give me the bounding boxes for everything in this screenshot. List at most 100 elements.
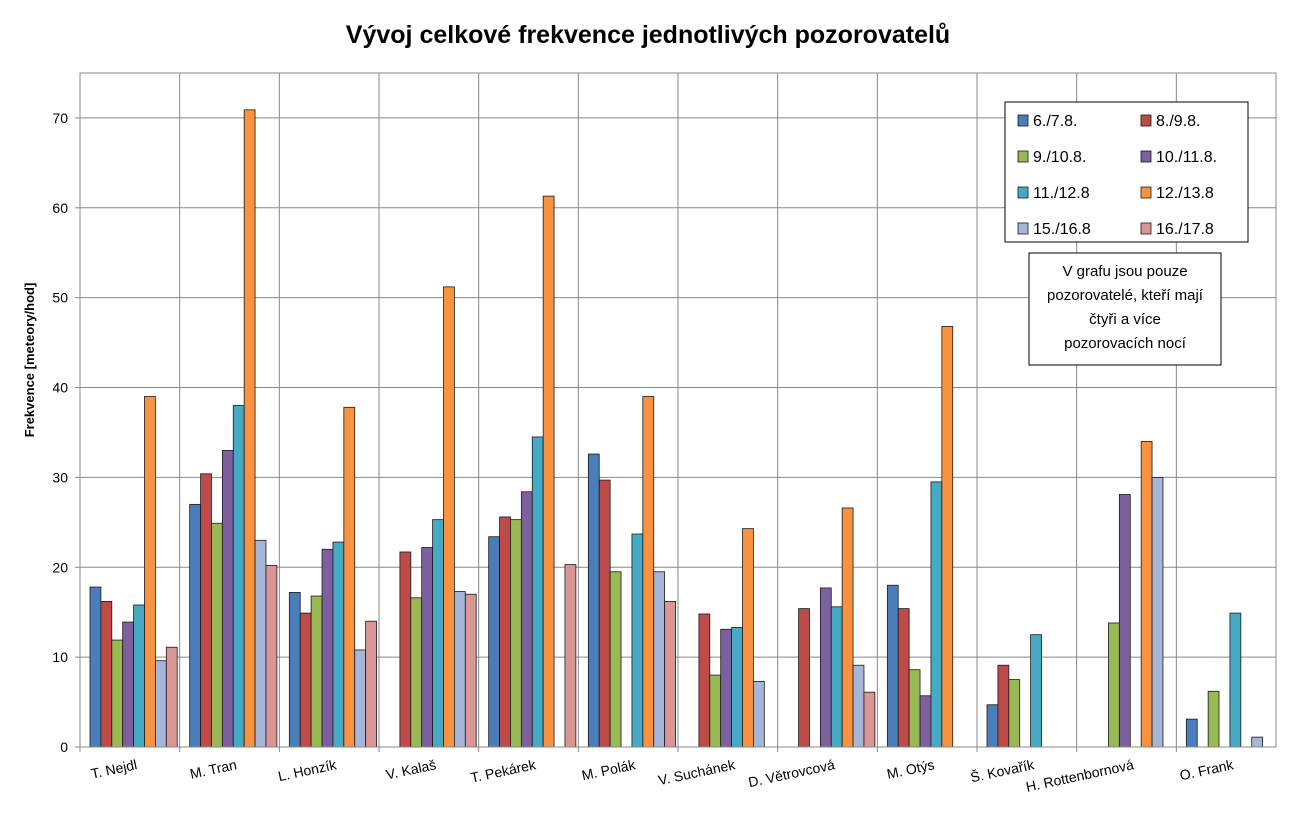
bar: [111, 639, 124, 748]
bar: [410, 597, 423, 748]
bar: [542, 195, 555, 748]
bar: [100, 601, 113, 748]
x-tick-label: M. Tran: [188, 756, 238, 782]
bar: [852, 664, 865, 748]
bar: [1108, 622, 1120, 748]
bar: [299, 612, 312, 748]
bar: [642, 396, 655, 748]
legend-label: 9./10.8.: [1033, 149, 1086, 166]
bar: [742, 528, 754, 748]
bar: [997, 664, 1010, 748]
bar: [1030, 634, 1042, 748]
bar: [819, 587, 832, 748]
note-box: V grafu jsou pouze pozorovatelé, kteří ma…: [1028, 252, 1222, 366]
y-tick-label: 0: [60, 739, 68, 755]
note-text: V grafu jsou pouze pozorovatelé, kteří ma…: [1047, 263, 1204, 352]
bar: [211, 522, 223, 748]
y-axis-label: Frekvence [meteory/hod]: [22, 283, 37, 438]
bar: [1251, 736, 1264, 748]
bar: [1207, 690, 1220, 748]
bar: [165, 646, 178, 748]
bar: [453, 591, 466, 748]
bar: [343, 406, 356, 748]
x-tick-label: V. Suchánek: [657, 756, 738, 788]
bar: [1185, 718, 1198, 748]
x-axis-ticks: T. Nejdl M. Tran L. Honzík V. Kalaš T. Pekár…: [79, 747, 1236, 795]
bar: [365, 620, 377, 748]
x-tick-label: M. Otýs: [885, 756, 936, 782]
bar: [798, 608, 810, 748]
legend-swatch: [1017, 150, 1029, 163]
legend-label: 16./17.8: [1156, 221, 1214, 238]
y-tick-label: 70: [52, 110, 68, 126]
legend-label: 10./11.8.: [1156, 149, 1217, 166]
bar: [232, 405, 245, 748]
bar: [265, 565, 278, 748]
bar: [189, 503, 201, 748]
legend-swatch: [1140, 222, 1152, 235]
chart-title: Vývoj celkové frekvence jednotlivých poz…: [346, 21, 950, 49]
legend-box: [1004, 101, 1249, 243]
bar: [464, 593, 477, 748]
x-tick-label: M. Polák: [580, 756, 638, 783]
legend-swatch: [1140, 186, 1152, 199]
legend-label: 12./13.8: [1156, 185, 1214, 202]
bar: [510, 519, 522, 748]
bar: [753, 680, 765, 748]
bar: [863, 691, 876, 748]
bar: [321, 548, 334, 748]
bar: [133, 604, 145, 748]
bar: [919, 695, 932, 748]
bar: [564, 564, 577, 748]
bar: [488, 536, 500, 748]
bar: [1151, 476, 1164, 748]
bar: [332, 541, 345, 748]
bar: [631, 533, 644, 748]
bar: [908, 669, 921, 748]
bar: [221, 450, 234, 748]
bar: [354, 649, 367, 748]
bar: [89, 586, 102, 748]
bar: [122, 621, 134, 748]
y-tick-label: 10: [52, 649, 68, 665]
bar: [720, 628, 733, 748]
bar: [243, 109, 256, 748]
x-tick-label: O. Frank: [1178, 756, 1236, 783]
bar: [154, 660, 167, 748]
x-tick-label: T. Nejdl: [89, 756, 138, 781]
bar: [897, 608, 910, 748]
y-tick-label: 40: [52, 380, 68, 396]
bar: [421, 547, 434, 748]
bar: [930, 481, 943, 748]
bar: [443, 286, 455, 748]
x-tick-label: T. Pekárek: [469, 756, 538, 786]
legend-label: 15./16.8: [1033, 221, 1091, 238]
y-tick-label: 30: [52, 469, 68, 485]
bar: [886, 584, 899, 748]
bar: [587, 453, 600, 748]
y-tick-label: 60: [52, 200, 68, 216]
legend-label: 8./9.8.: [1156, 113, 1200, 130]
legend-swatch: [1140, 114, 1152, 127]
bar: [432, 519, 444, 748]
bar: [841, 507, 854, 748]
bar: [598, 479, 611, 748]
y-tick-label: 20: [52, 559, 68, 575]
legend-swatch: [1017, 114, 1029, 127]
bar: [941, 326, 954, 748]
x-tick-label: V. Kalaš: [384, 756, 437, 782]
bar: [288, 592, 301, 748]
legend-label: 11./12.8: [1033, 185, 1090, 202]
y-axis-ticks: 0 10 20 30 40 50 60 70: [52, 110, 80, 755]
bar: [709, 674, 722, 748]
bar: [310, 595, 323, 748]
bar: [200, 473, 212, 748]
bar: [499, 516, 511, 748]
bar: [531, 436, 544, 748]
legend-label: 6./7.8.: [1033, 113, 1077, 130]
bar: [609, 571, 622, 748]
bar: [1140, 441, 1153, 748]
bar: [653, 571, 666, 748]
legend-swatch: [1140, 150, 1152, 163]
bar: [399, 551, 412, 748]
